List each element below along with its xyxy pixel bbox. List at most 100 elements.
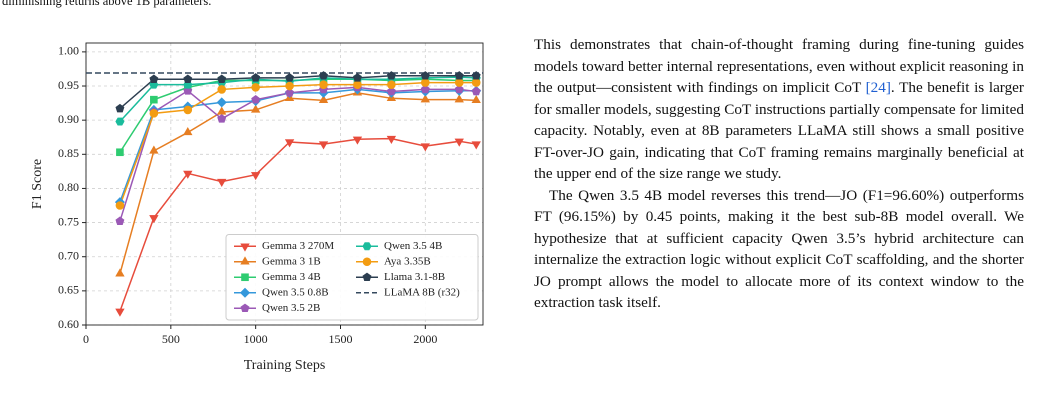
text-column: This demonstrates that chain-of-thought … xyxy=(534,34,1024,314)
text: . The benefit is larger for smaller mode… xyxy=(534,79,1024,182)
marker xyxy=(149,74,159,83)
marker xyxy=(149,145,159,154)
marker xyxy=(420,71,430,80)
x-tick-label: 500 xyxy=(162,332,180,346)
marker xyxy=(251,94,261,104)
x-tick-label: 1000 xyxy=(244,332,268,346)
legend-marker xyxy=(240,256,250,265)
marker xyxy=(115,308,125,317)
series-line xyxy=(119,76,477,123)
marker xyxy=(217,106,227,115)
x-tick-label: 1500 xyxy=(328,332,352,346)
marker xyxy=(115,201,125,210)
marker xyxy=(217,114,227,123)
marker xyxy=(386,71,396,80)
legend-label: Aya 3.35B xyxy=(384,255,431,267)
marker xyxy=(421,78,430,87)
legend-marker xyxy=(362,272,372,282)
marker xyxy=(353,80,362,89)
legend-label: Gemma 3 4B xyxy=(262,271,321,283)
y-tick-label: 0.60 xyxy=(58,317,79,331)
y-tick-label: 0.90 xyxy=(58,112,79,126)
legend-marker xyxy=(241,273,249,282)
marker xyxy=(116,148,124,157)
legend-marker xyxy=(240,303,250,313)
series-line xyxy=(119,75,477,110)
marker xyxy=(217,178,227,188)
marker xyxy=(149,215,159,224)
legend-label: LLaMA 8B (r32) xyxy=(384,286,460,298)
marker xyxy=(353,73,362,82)
y-tick-label: 0.65 xyxy=(58,283,79,297)
marker xyxy=(250,172,261,181)
legend-label: Gemma 3 1B xyxy=(262,255,321,267)
marker xyxy=(454,78,464,87)
legend-marker xyxy=(362,242,372,251)
marker xyxy=(319,80,328,89)
caption-fragment: diminishing returns above 1B parameters. xyxy=(2,0,212,8)
legend-marker xyxy=(240,243,250,252)
marker xyxy=(183,105,193,115)
x-tick-label: 0 xyxy=(83,332,89,346)
marker xyxy=(420,143,430,152)
marker xyxy=(217,74,227,83)
marker xyxy=(420,94,430,103)
marker xyxy=(386,135,397,144)
legend-label: Qwen 3.5 2B xyxy=(262,302,320,314)
legend-label: Qwen 3.5 0.8B xyxy=(262,286,329,298)
marker xyxy=(420,84,430,94)
marker xyxy=(216,97,227,108)
marker xyxy=(217,85,227,94)
paragraph: The Qwen 3.5 4B model reverses this tren… xyxy=(534,186,1024,312)
marker xyxy=(454,138,464,147)
y-axis-label: F1 Score xyxy=(30,159,45,209)
legend-box xyxy=(225,234,479,321)
marker xyxy=(251,73,261,82)
marker xyxy=(387,80,396,89)
plot-frame xyxy=(85,42,484,326)
legend-label: Llama 3.1-8B xyxy=(384,271,445,283)
marker xyxy=(150,95,158,104)
x-axis-label: Training Steps xyxy=(244,358,326,373)
marker xyxy=(319,71,328,80)
marker xyxy=(115,103,125,113)
marker xyxy=(454,71,464,80)
legend-label: Gemma 3 270M xyxy=(262,240,334,252)
legend-label: Qwen 3.5 4B xyxy=(384,240,442,252)
marker xyxy=(454,94,464,103)
marker xyxy=(352,136,363,145)
marker xyxy=(183,170,193,179)
marker xyxy=(471,141,481,150)
marker xyxy=(471,86,481,96)
legend-marker xyxy=(239,287,251,298)
marker xyxy=(471,78,481,87)
chart: 0.60 0.65 0.70 0.75 0.80 0.85 0.90 0.95 1.00 0 500… xyxy=(30,42,484,373)
marker xyxy=(250,104,261,113)
marker xyxy=(183,74,193,83)
marker xyxy=(115,117,125,126)
y-tick-label: 0.80 xyxy=(58,180,79,194)
marker xyxy=(285,88,295,97)
series-line xyxy=(119,137,477,312)
legend-marker xyxy=(362,257,372,267)
y-tick-label: 0.70 xyxy=(58,248,79,262)
series-line xyxy=(119,88,477,203)
citation[interactable]: [24] xyxy=(865,79,891,96)
marker xyxy=(115,216,125,225)
text: This demonstrates that chain-of-thought … xyxy=(534,36,1024,96)
marker xyxy=(284,139,295,148)
marker xyxy=(454,84,464,94)
series-line xyxy=(119,81,477,206)
x-tick-label: 2000 xyxy=(413,332,437,346)
marker xyxy=(471,71,481,80)
marker xyxy=(318,141,329,150)
marker xyxy=(285,73,295,82)
y-tick-label: 0.85 xyxy=(58,146,79,160)
marker xyxy=(318,94,329,104)
y-tick-label: 0.95 xyxy=(58,78,79,92)
series-line xyxy=(119,92,477,274)
y-tick-label: 1.00 xyxy=(58,44,79,58)
y-tick-label: 0.75 xyxy=(58,214,79,228)
marker xyxy=(115,268,125,277)
